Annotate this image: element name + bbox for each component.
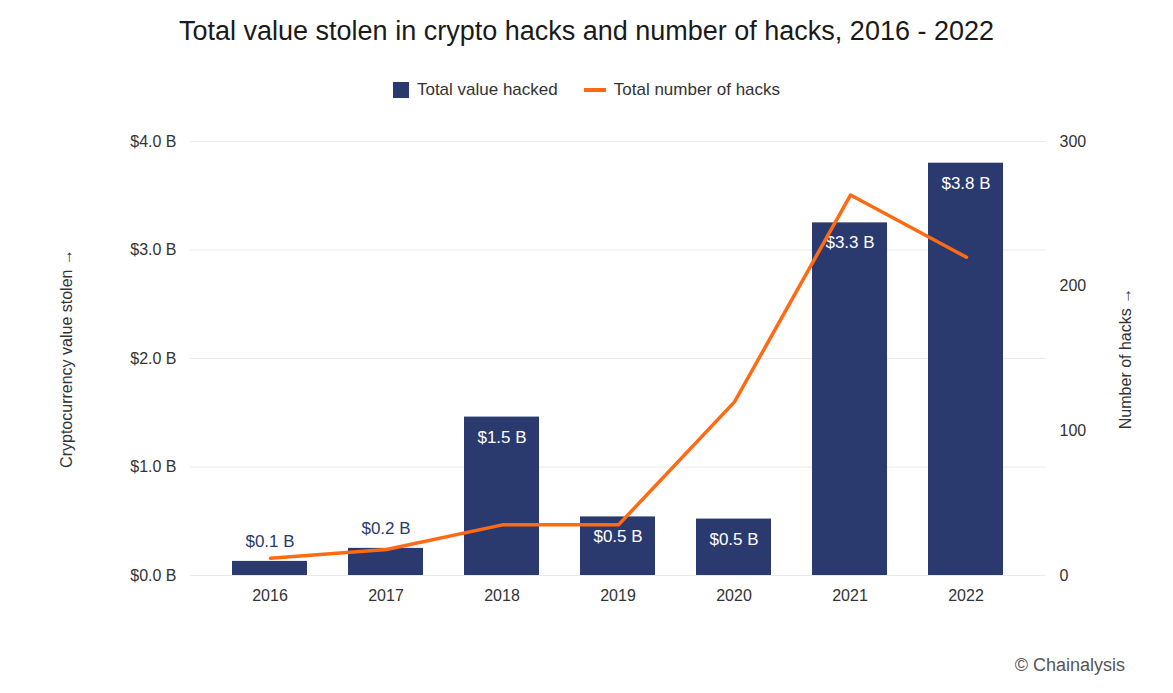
svg-text:Cryptocurrency value stolen →: Cryptocurrency value stolen → — [58, 249, 75, 468]
svg-text:2017: 2017 — [368, 587, 404, 604]
svg-text:$2.0 B: $2.0 B — [130, 350, 176, 367]
svg-text:100: 100 — [1060, 422, 1087, 439]
svg-text:2021: 2021 — [832, 587, 868, 604]
svg-text:2019: 2019 — [600, 587, 636, 604]
svg-text:$4.0 B: $4.0 B — [130, 133, 176, 150]
svg-text:300: 300 — [1060, 133, 1087, 150]
svg-text:$1.5 B: $1.5 B — [477, 428, 526, 447]
svg-text:2016: 2016 — [252, 587, 288, 604]
svg-text:$0.1 B: $0.1 B — [245, 532, 294, 551]
svg-text:$0.0 B: $0.0 B — [130, 567, 176, 584]
html-text:Total number of hacks: Total number of hacks — [613, 80, 781, 99]
html-text:© Chainalysis: © Chainalysis — [1014, 655, 1125, 675]
svg-text:$3.3 B: $3.3 B — [825, 233, 874, 252]
svg-text:200: 200 — [1060, 277, 1087, 294]
svg-text:$3.0 B: $3.0 B — [130, 241, 176, 258]
svg-text:$3.8 B: $3.8 B — [941, 174, 990, 193]
svg-text:2020: 2020 — [716, 587, 752, 604]
svg-text:$1.0 B: $1.0 B — [130, 458, 176, 475]
svg-text:$0.5 B: $0.5 B — [593, 527, 642, 546]
svg-text:Number of hacks →: Number of hacks → — [1117, 288, 1134, 429]
html-text:Total value hacked: Total value hacked — [416, 80, 558, 99]
svg-text:2022: 2022 — [948, 587, 984, 604]
svg-text:$0.5 B: $0.5 B — [709, 530, 758, 549]
svg-text:2018: 2018 — [484, 587, 520, 604]
html-text:Total value stolen in crypto h: Total value stolen in crypto hacks and n… — [179, 16, 994, 46]
svg-text:$0.2 B: $0.2 B — [361, 519, 410, 538]
svg-text:0: 0 — [1060, 567, 1069, 584]
